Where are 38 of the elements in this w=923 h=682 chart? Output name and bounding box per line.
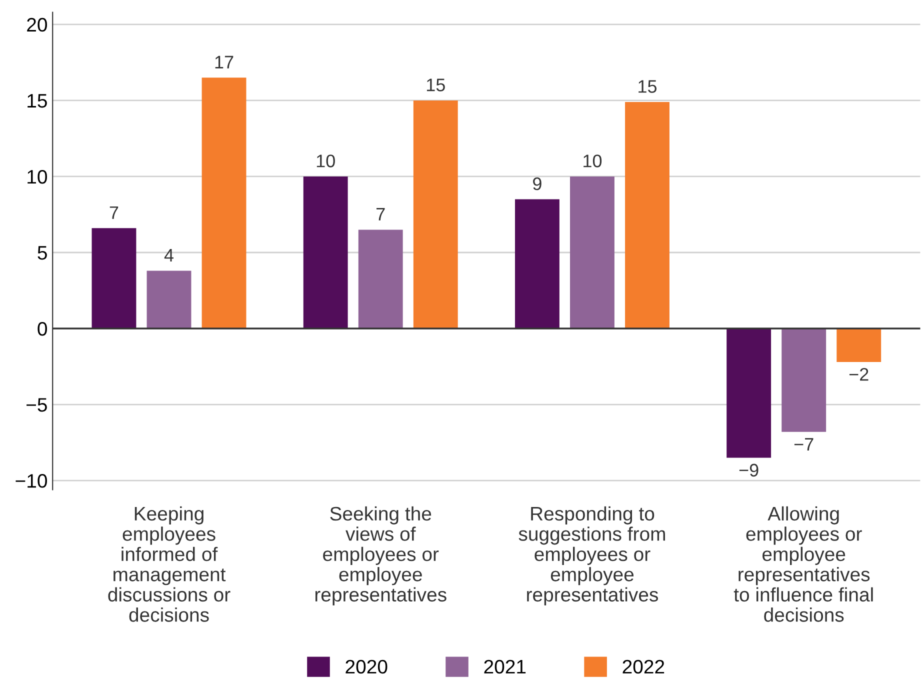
legend-label: 2020 bbox=[346, 660, 388, 674]
data-label: 10 bbox=[316, 154, 335, 168]
data-label: 7 bbox=[110, 206, 118, 219]
bar bbox=[782, 328, 826, 432]
bar bbox=[358, 230, 403, 329]
x-tick-label: Keeping employees informed of management discussions or decisions bbox=[108, 506, 230, 622]
bar bbox=[625, 102, 670, 329]
y-tick-label: 0 bbox=[38, 322, 47, 336]
legend-label: 2022 bbox=[622, 660, 664, 674]
bar bbox=[570, 176, 614, 329]
data-label: 15 bbox=[426, 78, 445, 92]
y-tick-label: −5 bbox=[26, 398, 47, 412]
x-tick-label: Allowing employees or employee representatives to influence final decisions bbox=[734, 506, 873, 622]
bar bbox=[303, 176, 348, 329]
data-label: −7 bbox=[794, 438, 814, 451]
data-label: 10 bbox=[584, 154, 602, 168]
y-tick-label: 15 bbox=[28, 94, 47, 108]
data-label: 17 bbox=[215, 56, 234, 68]
y-tick-label: −10 bbox=[16, 474, 47, 488]
bar bbox=[413, 100, 458, 329]
data-label: −2 bbox=[849, 368, 868, 381]
y-tick-label: 20 bbox=[27, 18, 47, 32]
bar bbox=[514, 199, 560, 329]
bar bbox=[146, 270, 192, 329]
data-label: 9 bbox=[533, 177, 542, 190]
data-label: 15 bbox=[638, 80, 657, 93]
y-tick-label: 10 bbox=[28, 170, 47, 184]
y-tick-label: 5 bbox=[38, 246, 47, 260]
x-tick-label: Responding to suggestions from employees or employee representatives bbox=[518, 506, 665, 606]
bar bbox=[92, 228, 136, 329]
data-label: 4 bbox=[164, 249, 174, 262]
bar bbox=[836, 328, 882, 362]
bar bbox=[202, 78, 246, 329]
data-label: 7 bbox=[376, 208, 385, 220]
data-label: −9 bbox=[739, 464, 758, 477]
bar bbox=[726, 328, 772, 458]
x-tick-label: Seeking the views of employees or employee representatives bbox=[315, 506, 446, 606]
legend-label: 2021 bbox=[484, 660, 526, 674]
